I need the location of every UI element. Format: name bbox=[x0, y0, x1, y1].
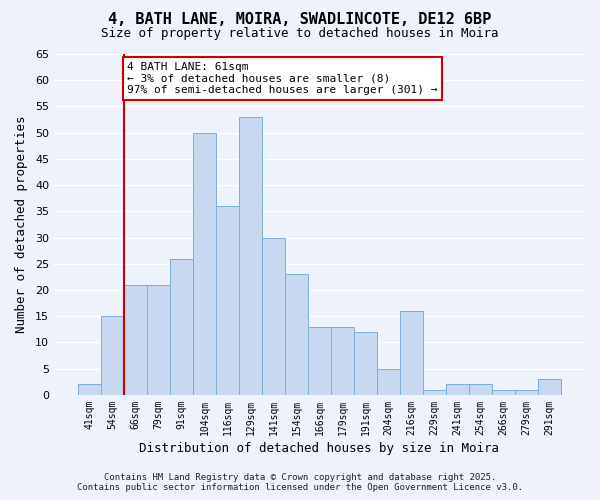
Bar bbox=[446, 384, 469, 395]
Bar bbox=[216, 206, 239, 395]
Bar bbox=[308, 327, 331, 395]
Y-axis label: Number of detached properties: Number of detached properties bbox=[15, 116, 28, 333]
Bar bbox=[423, 390, 446, 395]
Bar bbox=[285, 274, 308, 395]
Bar bbox=[492, 390, 515, 395]
Bar bbox=[239, 117, 262, 395]
Bar bbox=[124, 285, 147, 395]
Bar bbox=[515, 390, 538, 395]
Bar bbox=[400, 311, 423, 395]
Text: 4, BATH LANE, MOIRA, SWADLINCOTE, DE12 6BP: 4, BATH LANE, MOIRA, SWADLINCOTE, DE12 6… bbox=[109, 12, 491, 28]
Bar bbox=[377, 368, 400, 395]
Text: Contains HM Land Registry data © Crown copyright and database right 2025.
Contai: Contains HM Land Registry data © Crown c… bbox=[77, 473, 523, 492]
X-axis label: Distribution of detached houses by size in Moira: Distribution of detached houses by size … bbox=[139, 442, 499, 455]
Bar bbox=[354, 332, 377, 395]
Bar bbox=[147, 285, 170, 395]
Text: 4 BATH LANE: 61sqm
← 3% of detached houses are smaller (8)
97% of semi-detached : 4 BATH LANE: 61sqm ← 3% of detached hous… bbox=[127, 62, 438, 95]
Bar bbox=[78, 384, 101, 395]
Bar bbox=[193, 132, 216, 395]
Bar bbox=[101, 316, 124, 395]
Text: Size of property relative to detached houses in Moira: Size of property relative to detached ho… bbox=[101, 28, 499, 40]
Bar bbox=[170, 258, 193, 395]
Bar bbox=[469, 384, 492, 395]
Bar bbox=[331, 327, 354, 395]
Bar bbox=[262, 238, 285, 395]
Bar bbox=[538, 379, 561, 395]
